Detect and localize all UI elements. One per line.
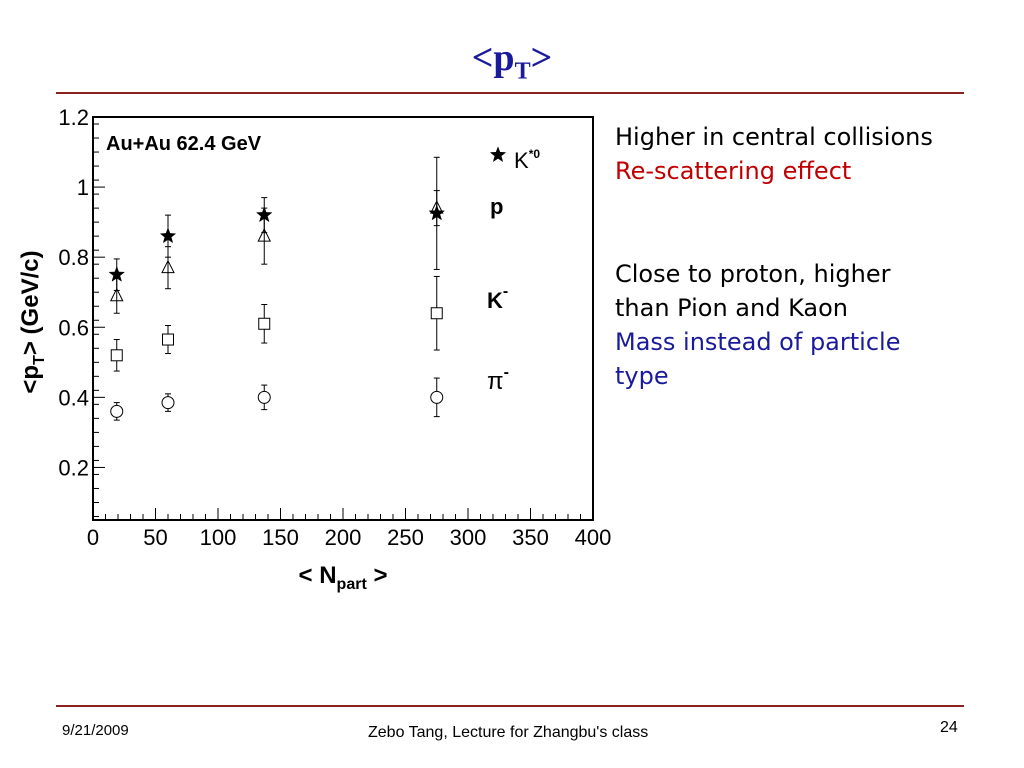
y-tick-label: 1.2 bbox=[58, 105, 89, 130]
bullet1-line2: Re-scattering effect bbox=[615, 157, 852, 185]
footer-center: Zebo Tang, Lecture for Zhangbu's class bbox=[368, 724, 649, 741]
chart-annotation: Au+Au 62.4 GeV bbox=[106, 133, 262, 155]
data-point-k bbox=[162, 333, 174, 346]
data-point- bbox=[161, 396, 175, 410]
footer-divider bbox=[56, 705, 964, 707]
bullet2-line4: type bbox=[615, 362, 669, 390]
bullet2-line3: Mass instead of particle bbox=[615, 328, 901, 356]
y-tick-label: 1 bbox=[77, 175, 89, 200]
slide-title: <pT> bbox=[471, 37, 553, 85]
data-point-p bbox=[161, 259, 175, 274]
x-tick-label: 150 bbox=[262, 525, 299, 550]
data-point- bbox=[430, 390, 444, 404]
legend-label-: π- bbox=[487, 364, 509, 395]
legend-marker-k0 bbox=[489, 146, 507, 163]
y-tick-label: 0.2 bbox=[58, 455, 89, 480]
x-tick-label: 300 bbox=[450, 525, 487, 550]
data-point-k0 bbox=[255, 206, 273, 223]
y-tick-label: 0.6 bbox=[58, 315, 89, 340]
x-tick-label: 100 bbox=[200, 525, 237, 550]
data-point-p bbox=[109, 287, 124, 302]
data-point-k bbox=[110, 349, 123, 362]
plot-frame bbox=[92, 116, 594, 521]
bullet1-line1: Higher in central collisions bbox=[615, 123, 933, 151]
x-tick-label: 0 bbox=[87, 525, 99, 550]
legend-label-k0: K*0 bbox=[514, 147, 540, 173]
pt-vs-npart-chart: 0 50 100 150 200 250 300 350 400 0.2 0.4 0.6 0.8 1 1.2… bbox=[17, 105, 612, 593]
x-tick-label: 200 bbox=[325, 525, 362, 550]
data-point-k0 bbox=[108, 265, 126, 282]
footer-date: 9/21/2009 bbox=[62, 722, 129, 739]
data-point-k bbox=[430, 307, 443, 320]
bullet2-line2: than Pion and Kaon bbox=[615, 294, 849, 322]
x-tick-label: 350 bbox=[512, 525, 549, 550]
y-tick-label: 0.4 bbox=[58, 385, 89, 410]
title-divider bbox=[56, 92, 964, 94]
x-tick-label: 50 bbox=[143, 525, 167, 550]
legend-label-k: K- bbox=[487, 283, 508, 313]
data-point- bbox=[257, 390, 271, 404]
data-point-k bbox=[258, 317, 271, 330]
data-point- bbox=[110, 404, 124, 418]
legend-label-p: p bbox=[490, 194, 503, 219]
x-tick-label: 250 bbox=[387, 525, 424, 550]
bullet2-line1: Close to proton, higher bbox=[615, 260, 891, 288]
data-point-k0 bbox=[428, 204, 446, 221]
y-tick-label: 0.8 bbox=[58, 245, 89, 270]
y-axis-label: <pT> (GeV/c) bbox=[17, 250, 48, 393]
x-axis-label: < Npart > bbox=[299, 562, 388, 593]
x-tick-label: 400 bbox=[575, 525, 612, 550]
data-point-p bbox=[429, 199, 444, 214]
data-point-k0 bbox=[159, 227, 177, 244]
page-number: 24 bbox=[940, 719, 958, 736]
data-point-p bbox=[257, 228, 272, 242]
